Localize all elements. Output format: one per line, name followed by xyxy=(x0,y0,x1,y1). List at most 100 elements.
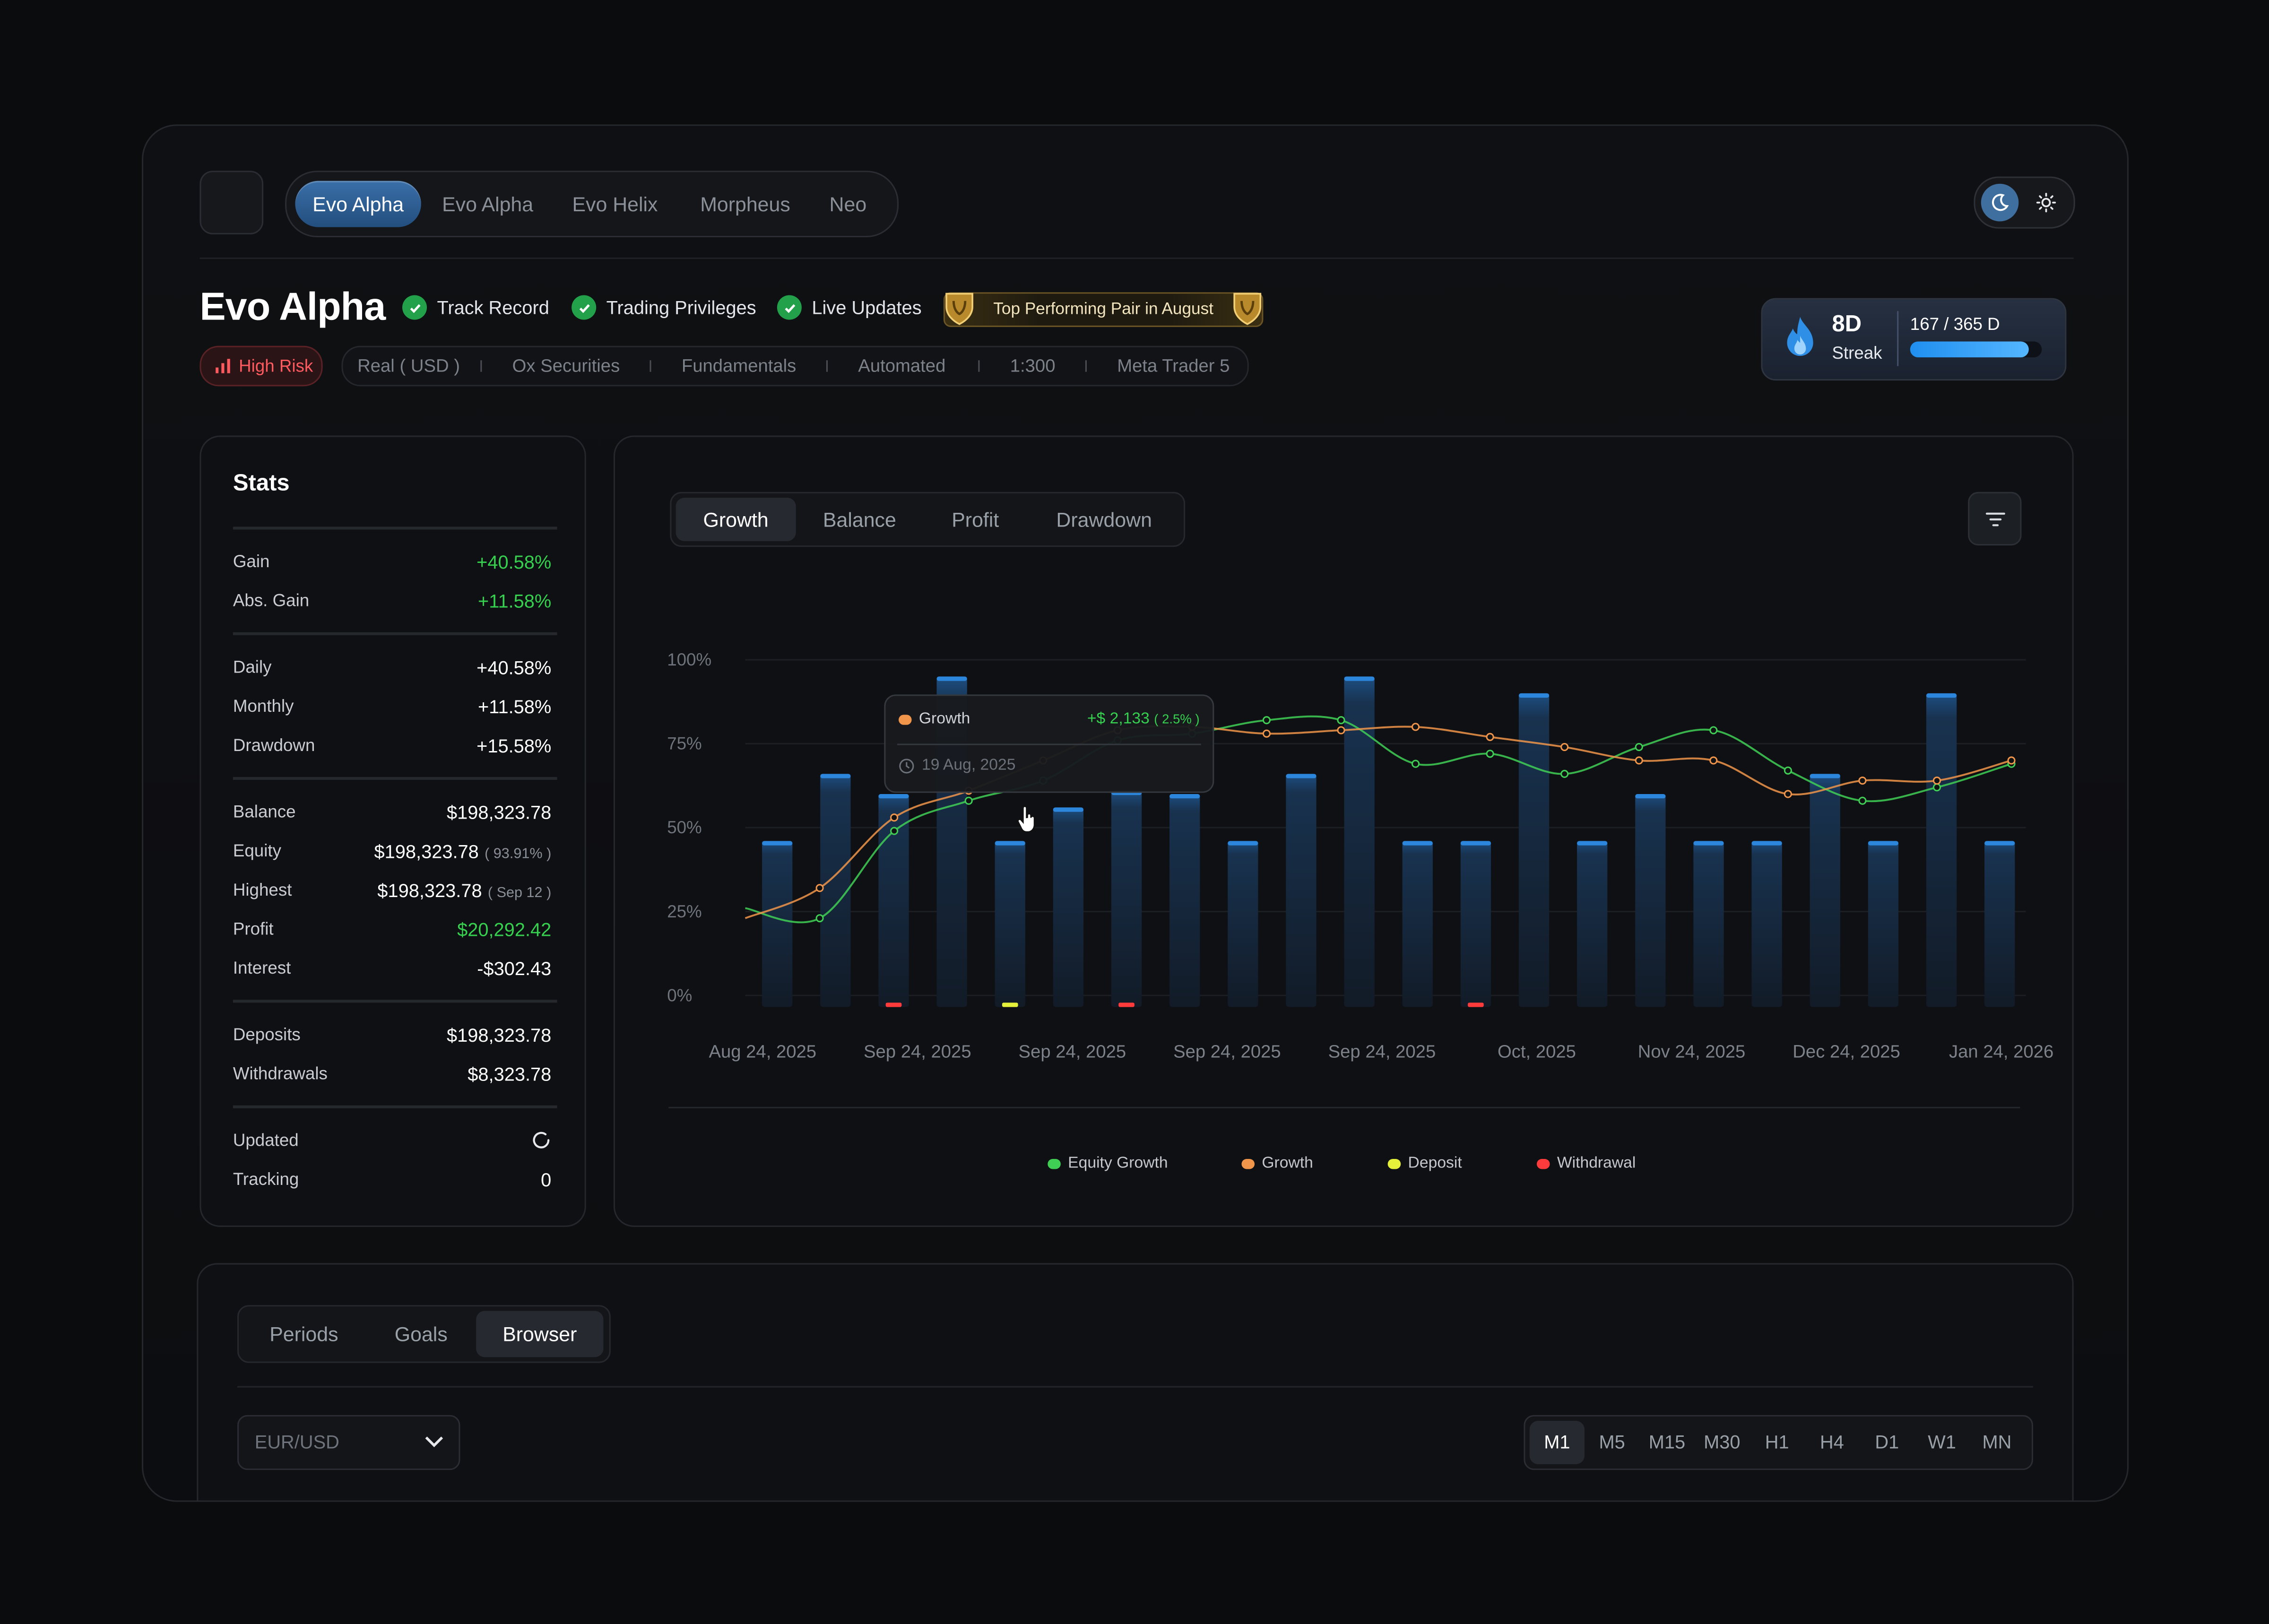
hand-cursor-icon xyxy=(1017,805,1035,833)
stats-value-wrap: $198,323.78 ( Sep 12 ) xyxy=(377,880,551,901)
stats-value: -$302.43 xyxy=(477,958,552,980)
tab-neo[interactable]: Neo xyxy=(829,192,867,216)
bar xyxy=(1286,774,1316,1007)
stats-label: Daily xyxy=(233,657,272,677)
app-window: Evo Alpha Evo Alpha Evo Helix Morpheus N… xyxy=(141,124,2129,1502)
bar xyxy=(1111,790,1142,1007)
timeframe-selector: M1 M5 M15 M30 H1 H4 D1 W1 MN xyxy=(1524,1415,2033,1470)
series-point xyxy=(815,884,824,892)
theme-toggle[interactable] xyxy=(1974,176,2075,229)
moon-icon[interactable] xyxy=(1981,183,2019,222)
tab-balance[interactable]: Balance xyxy=(823,508,896,531)
stats-label: Withdrawals xyxy=(233,1063,328,1084)
check-trading-privileges: Trading Privileges xyxy=(572,295,756,320)
stats-label: Highest xyxy=(233,880,292,900)
tf-m1[interactable]: M1 xyxy=(1529,1421,1585,1464)
legend-swatch xyxy=(1241,1158,1255,1168)
chart-tabs: Growth Balance Profit Drawdown xyxy=(670,492,1186,547)
stats-value: +11.58% xyxy=(478,590,552,612)
stats-label: Deposits xyxy=(233,1024,301,1045)
tab-evo-helix[interactable]: Evo Helix xyxy=(572,192,658,216)
tab-goals[interactable]: Goals xyxy=(394,1322,448,1346)
check-track-record: Track Record xyxy=(402,295,549,320)
series-point xyxy=(1486,733,1494,741)
tab-evo-alpha-active[interactable]: Evo Alpha xyxy=(295,181,421,227)
filter-button[interactable] xyxy=(1968,492,2022,546)
tab-profit[interactable]: Profit xyxy=(952,508,999,531)
bar-cap xyxy=(1518,693,1550,698)
bar xyxy=(1751,841,1782,1007)
tab-drawdown[interactable]: Drawdown xyxy=(1056,508,1152,531)
stats-divider xyxy=(233,527,557,530)
logo-slot[interactable] xyxy=(199,171,264,234)
series-point xyxy=(1709,726,1718,734)
stats-value-wrap: -$302.43 xyxy=(477,958,551,980)
tf-m30[interactable]: M30 xyxy=(1704,1431,1741,1453)
stats-value-wrap: $198,323.78 xyxy=(447,802,551,823)
stats-label: Interest xyxy=(233,958,291,978)
bar-cap xyxy=(1344,676,1375,681)
stats-label: Balance xyxy=(233,801,296,822)
stats-title: Stats xyxy=(233,471,290,496)
tf-m5[interactable]: M5 xyxy=(1599,1431,1625,1453)
x-tick-label: Sep 24, 2025 xyxy=(1173,1042,1281,1062)
stats-value: +40.58% xyxy=(476,657,552,679)
stats-card: Stats Gain +40.58% Abs. Gain +11.58% Daily +4… xyxy=(199,435,586,1227)
tab-growth[interactable]: Growth xyxy=(676,498,796,541)
series-point xyxy=(1932,777,1941,785)
bar xyxy=(1635,794,1666,1007)
x-tick-label: Jan 24, 2026 xyxy=(1949,1042,2053,1062)
check-label: Live Updates xyxy=(812,296,922,319)
bar xyxy=(1577,841,1608,1007)
legend-label: Withdrawal xyxy=(1557,1154,1636,1172)
refresh-spinner-icon[interactable] xyxy=(531,1130,551,1150)
series-point xyxy=(1784,766,1792,775)
stats-label: Updated xyxy=(233,1130,299,1150)
legend-growth: Growth xyxy=(1241,1155,1313,1172)
bar xyxy=(1693,841,1724,1007)
page-title: Evo Alpha xyxy=(199,285,386,328)
stats-value-wrap: +11.58% xyxy=(478,696,551,717)
marker-withdrawal xyxy=(1118,1002,1134,1007)
stats-value-wrap: $20,292.42 xyxy=(457,919,551,941)
tf-h1[interactable]: H1 xyxy=(1765,1431,1789,1453)
tooltip-value-wrap: +$ 2,133 ( 2.5% ) xyxy=(1087,710,1200,728)
tf-d1[interactable]: D1 xyxy=(1875,1431,1899,1453)
stats-row: Abs. Gain +11.58% xyxy=(233,590,551,612)
bar-cap xyxy=(1810,774,1840,778)
tf-w1[interactable]: W1 xyxy=(1928,1431,1956,1453)
marker-withdrawal xyxy=(885,1002,902,1007)
stats-row: Profit $20,292.42 xyxy=(233,919,551,941)
series-point xyxy=(815,914,824,923)
tab-browser[interactable]: Browser xyxy=(476,1311,604,1357)
tf-mn[interactable]: MN xyxy=(1982,1431,2012,1453)
tab-periods[interactable]: Periods xyxy=(269,1322,338,1346)
tooltip-pct: ( 2.5% ) xyxy=(1154,712,1200,726)
meta-strategy: Fundamentals xyxy=(681,356,797,376)
filter-icon xyxy=(1985,512,2005,526)
bar xyxy=(1868,841,1899,1007)
legend-swatch xyxy=(1387,1158,1401,1168)
streak-days: 8D xyxy=(1832,312,1862,337)
series-point xyxy=(890,813,899,822)
chart-footer-divider xyxy=(668,1106,2020,1108)
series-point xyxy=(1262,716,1271,725)
tf-m15[interactable]: M15 xyxy=(1648,1431,1686,1453)
stats-value-wrap: +11.58% xyxy=(478,590,551,612)
x-tick-label: Sep 24, 2025 xyxy=(1019,1042,1126,1062)
bar xyxy=(1402,841,1433,1007)
bar-cap xyxy=(936,676,967,681)
stats-value-wrap: $8,323.78 xyxy=(468,1063,551,1085)
pair-select[interactable]: EUR/USD xyxy=(237,1415,460,1470)
tab-morpheus[interactable]: Morpheus xyxy=(700,192,790,216)
streak-progress-track xyxy=(1910,341,2042,358)
bar xyxy=(820,774,851,1007)
tab-evo-alpha[interactable]: Evo Alpha xyxy=(442,192,534,216)
series-point xyxy=(1784,790,1792,798)
series-point xyxy=(890,827,899,835)
bar-cap xyxy=(1926,693,1957,698)
sun-icon[interactable] xyxy=(2027,184,2065,222)
y-tick-label: 50% xyxy=(667,818,702,837)
tf-h4[interactable]: H4 xyxy=(1820,1431,1844,1453)
legend-withdrawal: Withdrawal xyxy=(1536,1154,1636,1172)
